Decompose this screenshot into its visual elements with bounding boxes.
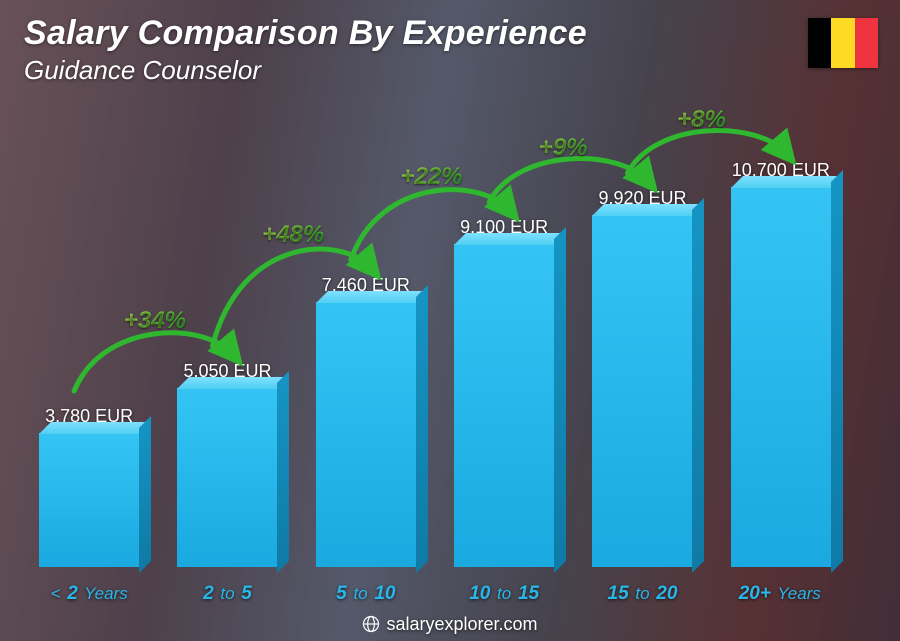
footer-site: salaryexplorer.com (386, 614, 537, 634)
header: Salary Comparison By Experience Guidance… (24, 14, 587, 86)
page-subtitle: Guidance Counselor (24, 55, 587, 86)
x-axis-tick: < 2 Years (29, 583, 149, 605)
bar (592, 215, 692, 567)
bar-column: 9,100 EUR (444, 217, 564, 567)
x-axis-tick: 20+ Years (721, 583, 841, 605)
x-axis-tick: 15 to 20 (582, 583, 702, 605)
growth-badge: +22% (400, 163, 462, 191)
bar-column: 5,050 EUR (167, 361, 287, 567)
bar (177, 388, 277, 567)
x-axis-tick: 2 to 5 (167, 583, 287, 605)
x-axis: < 2 Years 2 to 5 5 to 10 10 to 15 15 to 20 20… (20, 583, 850, 605)
growth-badge: +9% (539, 134, 588, 162)
bar-column: 10,700 EUR (721, 160, 841, 567)
growth-badge: +8% (677, 106, 726, 134)
bar-column: 7,460 EUR (306, 275, 426, 567)
footer: salaryexplorer.com (0, 614, 900, 635)
bar (731, 187, 831, 567)
country-flag (808, 18, 878, 68)
growth-badge: +34% (124, 307, 186, 335)
bar-column: 3,780 EUR (29, 406, 149, 567)
globe-icon (362, 615, 380, 633)
flag-stripe-2 (831, 18, 854, 68)
x-axis-tick: 10 to 15 (444, 583, 564, 605)
bar (39, 433, 139, 567)
bar (316, 302, 416, 567)
flag-stripe-1 (808, 18, 831, 68)
page-title: Salary Comparison By Experience (24, 14, 587, 53)
growth-badge: +48% (262, 221, 324, 249)
salary-bar-chart: 3,780 EUR5,050 EUR7,460 EUR9,100 EUR9,92… (20, 127, 850, 567)
bar (454, 244, 554, 567)
flag-stripe-3 (855, 18, 878, 68)
x-axis-tick: 5 to 10 (306, 583, 426, 605)
bar-column: 9,920 EUR (582, 188, 702, 567)
